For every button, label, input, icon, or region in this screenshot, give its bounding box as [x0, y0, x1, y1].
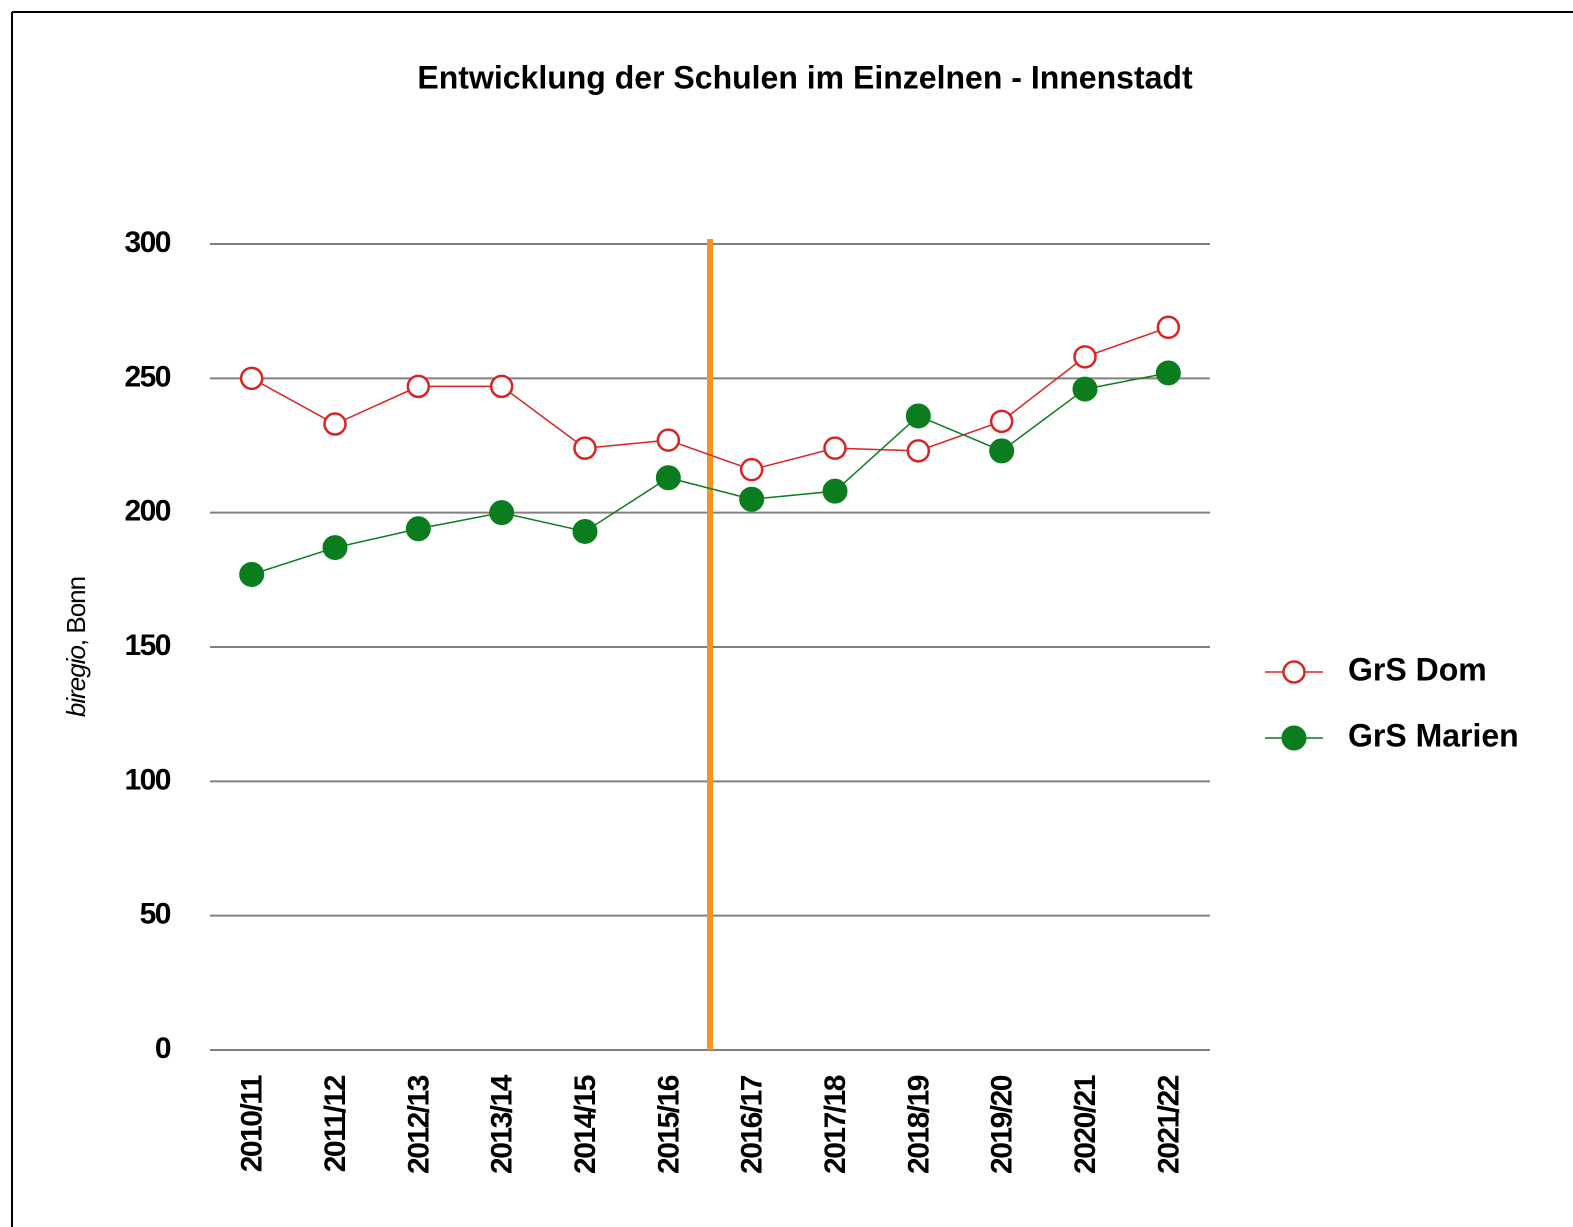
series-line: [251, 372, 1169, 576]
data-point: [323, 412, 347, 436]
data-point: [1072, 376, 1098, 402]
data-point: [655, 465, 681, 491]
y-tick-label: 0: [155, 1032, 171, 1065]
data-point: [405, 516, 431, 542]
x-tick-label: 2010/11: [236, 1075, 269, 1172]
data-point: [739, 457, 764, 482]
chart-title: Entwicklung der Schulen im Einzelnen - I…: [417, 59, 1193, 95]
data-point: [322, 535, 348, 561]
x-tick-label: 2016/17: [736, 1075, 769, 1174]
data-point: [1156, 315, 1181, 340]
data-point: [239, 561, 265, 587]
data-point: [906, 439, 931, 463]
data-point: [656, 428, 681, 452]
data-point: [1155, 360, 1181, 386]
data-point: [572, 518, 598, 544]
x-tick-label: 2019/20: [986, 1075, 1019, 1174]
y-axis-label: biregio, Bonn: [61, 577, 91, 717]
legend-label: GrS Marien: [1348, 717, 1519, 753]
x-tick-label: 2018/19: [902, 1075, 935, 1174]
x-tick-label: 2015/16: [652, 1075, 685, 1174]
y-tick-label: 250: [124, 360, 170, 393]
x-tick-label: 2021/22: [1152, 1075, 1185, 1174]
x-tick-label: 2011/12: [319, 1075, 352, 1172]
series-line: [251, 326, 1169, 471]
data-point: [406, 374, 431, 399]
x-tick-label: 2012/13: [402, 1075, 435, 1174]
x-tick-label: 2020/21: [1069, 1075, 1102, 1174]
y-tick-label: 200: [124, 495, 170, 528]
y-tick-label: 50: [140, 898, 171, 931]
x-tick-label: 2014/15: [569, 1075, 602, 1174]
y-axis-label-italic: biregio: [61, 646, 91, 718]
legend-marker: [1282, 660, 1306, 684]
x-tick-label: 2013/14: [486, 1074, 519, 1174]
legend-marker: [1281, 725, 1307, 751]
legend-label: GrS Dom: [1348, 651, 1487, 687]
x-tick-label: 2017/18: [819, 1075, 852, 1174]
data-point: [489, 374, 514, 399]
y-tick-label: 100: [124, 763, 170, 796]
data-point: [989, 438, 1015, 464]
y-axis-label-rest: , Bonn: [61, 577, 91, 646]
y-tick-label: 300: [124, 226, 170, 259]
y-tick-label: 150: [124, 629, 170, 662]
data-point: [905, 403, 931, 429]
data-point: [239, 366, 264, 391]
data-point: [989, 409, 1014, 434]
data-point: [739, 486, 765, 512]
data-point: [489, 500, 515, 526]
data-point: [1073, 345, 1097, 369]
data-point: [573, 436, 597, 460]
data-point: [823, 436, 847, 460]
data-point: [822, 478, 848, 504]
